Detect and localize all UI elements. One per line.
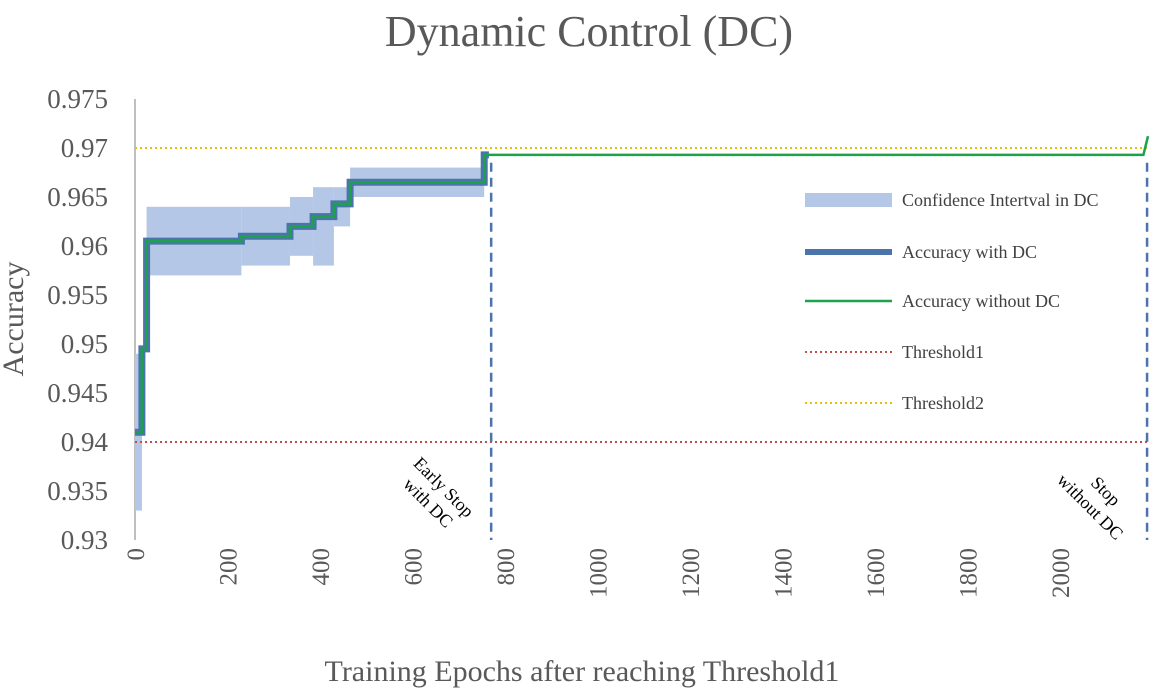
x-tick-label: 1200 bbox=[678, 548, 705, 598]
legend: Confidence Intertval in DC Accuracy with … bbox=[805, 190, 1098, 413]
legend-label-1: Confidence Intertval in DC bbox=[902, 190, 1098, 210]
y-tick-label: 0.96 bbox=[61, 231, 108, 261]
x-tick-label: 200 bbox=[216, 548, 243, 586]
chart-title: Dynamic Control (DC) bbox=[385, 7, 793, 56]
x-tick-label: 1400 bbox=[771, 548, 798, 598]
x-tick-label: 400 bbox=[308, 548, 335, 586]
legend-key-1 bbox=[805, 193, 892, 207]
x-tick-label: 1800 bbox=[956, 548, 983, 598]
y-tick-label: 0.95 bbox=[61, 329, 108, 359]
x-tick-label: 600 bbox=[401, 548, 428, 586]
x-tick-label: 0 bbox=[123, 548, 150, 561]
y-tick-label: 0.965 bbox=[47, 182, 108, 212]
y-axis-title: Accuracy bbox=[0, 262, 30, 377]
plot-area bbox=[134, 99, 1150, 540]
y-tick-label: 0.955 bbox=[47, 280, 108, 310]
legend-label-2: Accuracy with DC bbox=[902, 242, 1037, 262]
x-tick-label: 1600 bbox=[863, 548, 890, 598]
legend-label-4: Threshold1 bbox=[902, 342, 984, 362]
series-line-accuracy-without-dc bbox=[135, 135, 1150, 434]
y-tick-label: 0.935 bbox=[47, 476, 108, 506]
x-tick-label: 800 bbox=[493, 548, 520, 586]
y-tick-label: 0.975 bbox=[47, 84, 108, 114]
legend-label-3: Accuracy without DC bbox=[902, 291, 1060, 311]
y-tick-label: 0.94 bbox=[61, 427, 109, 457]
y-tick-label: 0.97 bbox=[61, 133, 108, 163]
x-tick-label: 2000 bbox=[1048, 548, 1075, 598]
axis-ticks: 0.93 0.935 0.94 0.945 0.95 0.955 0.96 0.965 0.97… bbox=[47, 84, 1075, 598]
annotation-line: without DC bbox=[1053, 470, 1127, 544]
y-tick-label: 0.945 bbox=[47, 378, 108, 408]
x-tick-label: 1000 bbox=[586, 548, 613, 598]
legend-label-5: Threshold2 bbox=[902, 393, 984, 413]
y-tick-label: 0.93 bbox=[61, 525, 108, 555]
x-axis-title: Training Epochs after reaching Threshold… bbox=[325, 655, 840, 688]
confidence-band-segment-5 bbox=[313, 187, 334, 266]
